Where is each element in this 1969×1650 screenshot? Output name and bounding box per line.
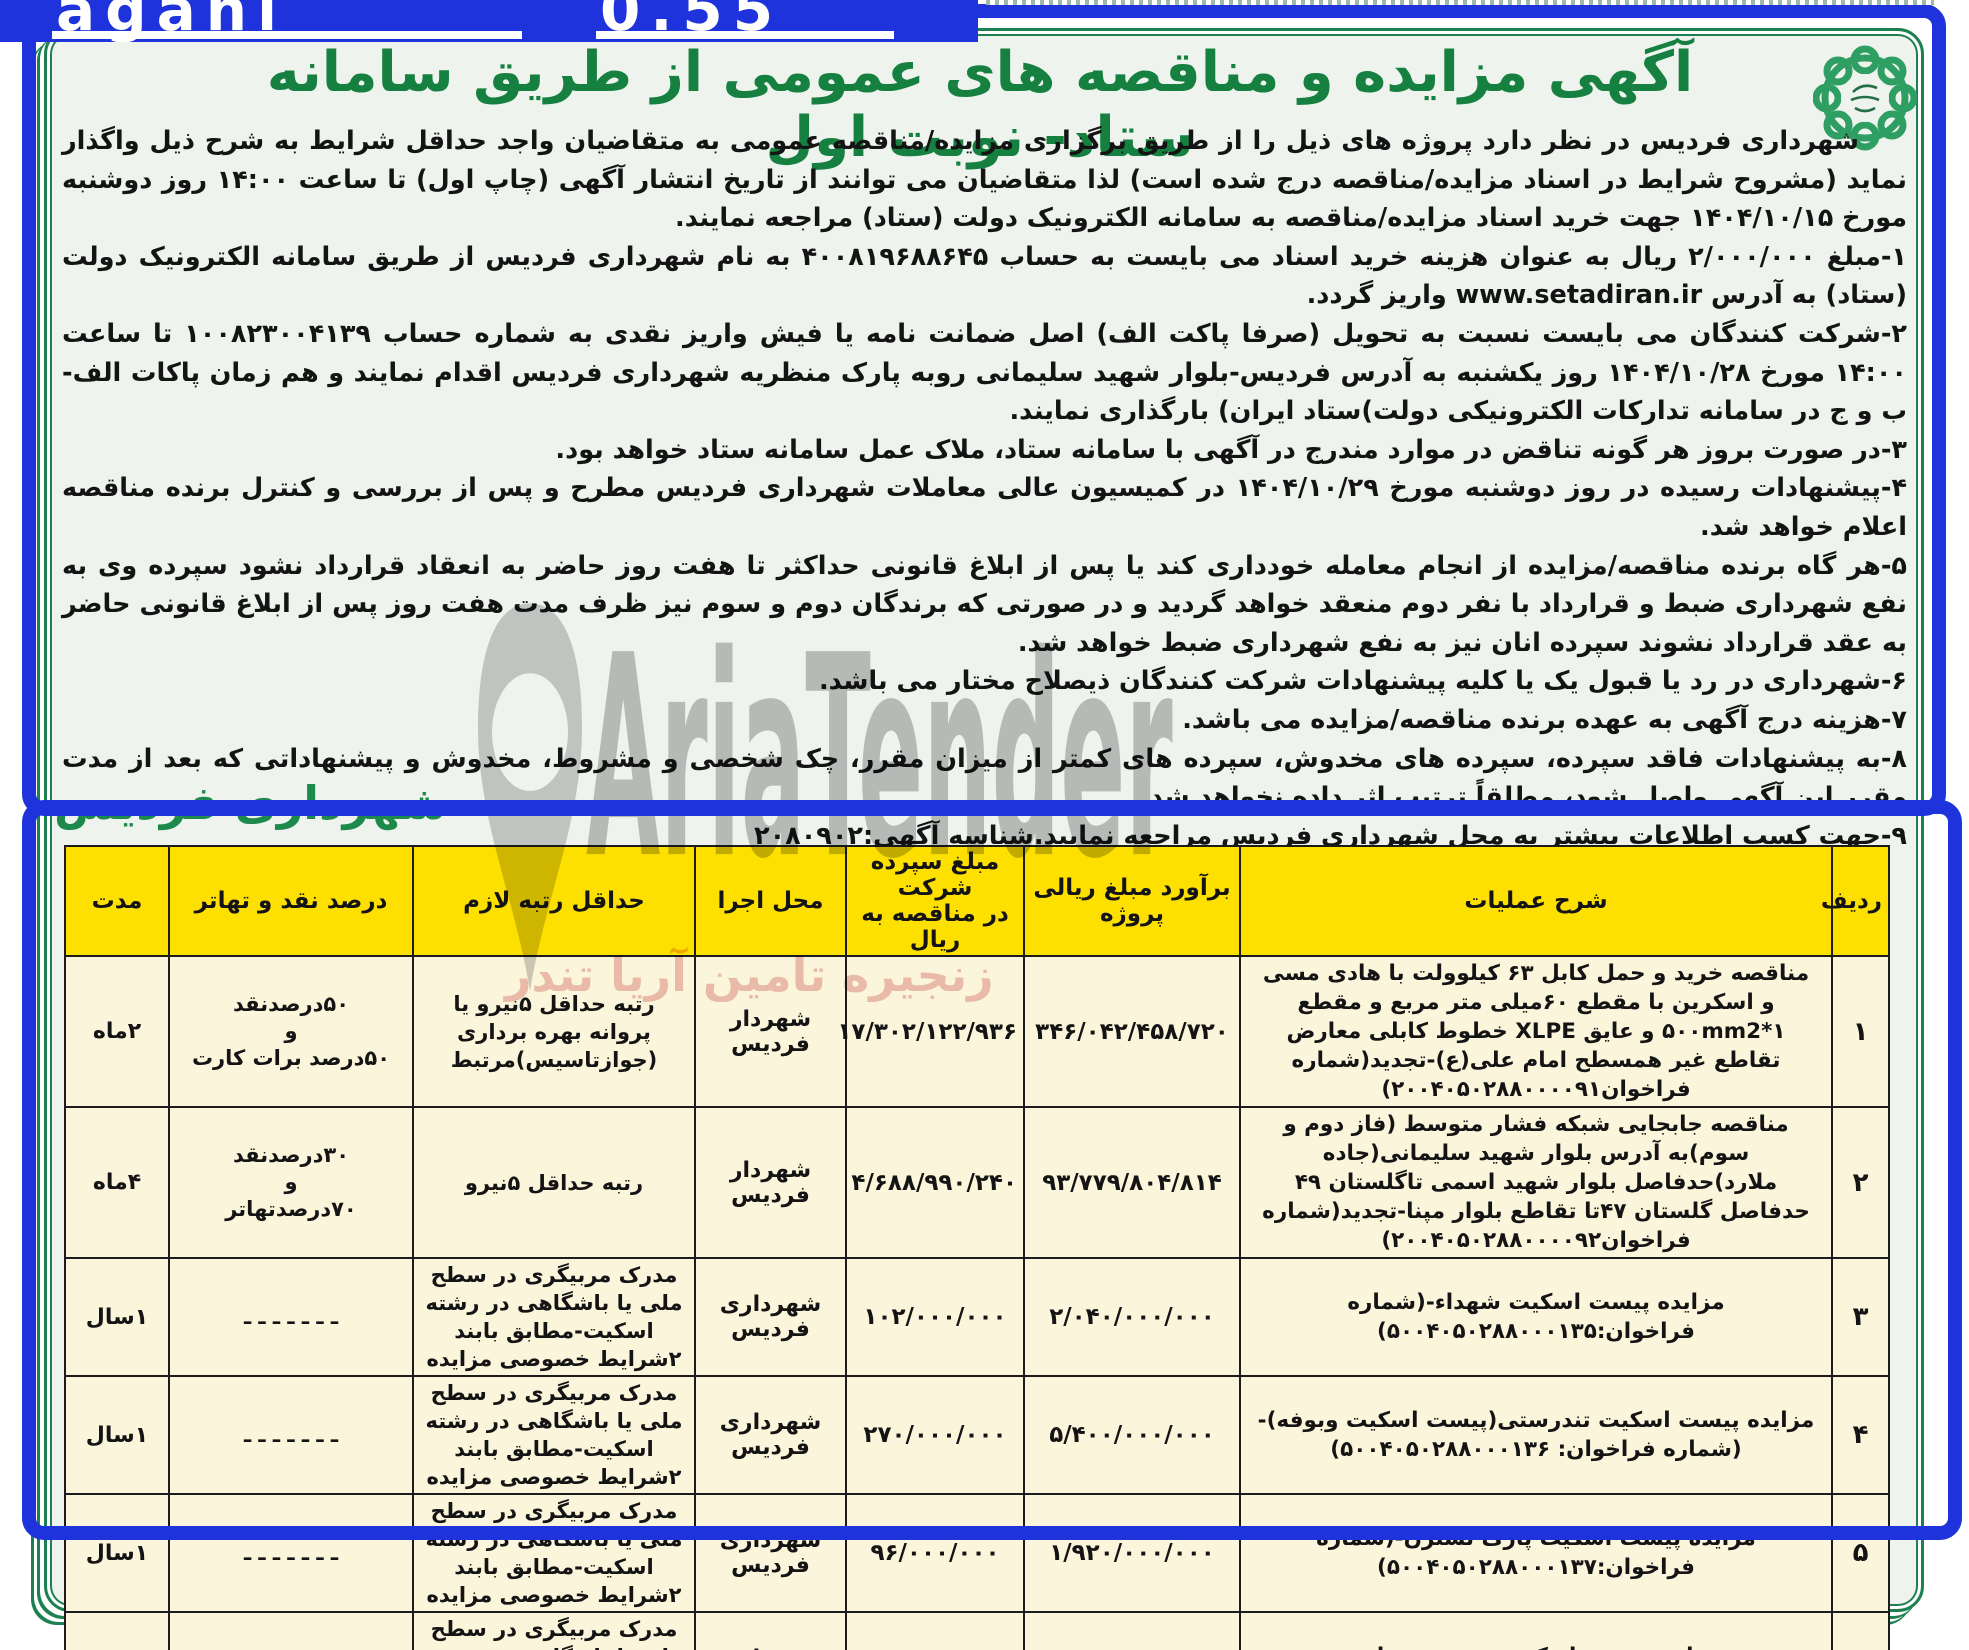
cell-location: شهرداری فردیس: [694, 1375, 847, 1495]
cell-rank: مدرک مربیگری در سطح ملی یا باشگاهی در رش…: [412, 1375, 696, 1495]
cell-row-number: ۳: [1831, 1257, 1890, 1377]
cell-percent: ـ ـ ـ ـ ـ ـ ـ: [168, 1257, 414, 1377]
cell-location: شهردار فردیس: [694, 1106, 847, 1259]
cell-percent: ـ ـ ـ ـ ـ ـ ـ ـ: [168, 1611, 414, 1650]
cell-description: مزایده پیست اسکیت بهشت-شماره فراخوان۵۰۰۲…: [1239, 1611, 1833, 1650]
condition-item-6: ۶-شهرداری در رد یا قبول یک یا کلیه پیشنه…: [818, 666, 1907, 697]
table-row: ۱ مناقصه خرید و حمل کابل ۶۳ کیلوولت با ه…: [64, 955, 1890, 1108]
cell-estimate: ۹۳/۷۷۹/۸۰۴/۸۱۴: [1023, 1106, 1241, 1259]
page-title: آگهی مزایده و مناقصه های عمومی از طریق س…: [266, 40, 1694, 170]
condition-item-3: ۳-در صورت بروز هر گونه تناقض در موارد من…: [555, 434, 1907, 465]
cell-description: مزایده پیست اسکیت شهداء-(شماره فراخوان:۵…: [1239, 1257, 1833, 1377]
cell-deposit: ۱۰۲/۰۰۰/۰۰۰: [845, 1257, 1025, 1377]
cell-estimate: ۲/۰۴۰/۰۰۰/۰۰۰: [1023, 1257, 1241, 1377]
cell-duration: ۲ماه: [64, 955, 170, 1108]
col-header-row-number: ردیف: [1821, 845, 1890, 957]
col-header-duration: مدت: [64, 845, 170, 957]
table-row: ۶ مزایده پیست اسکیت بهشت-شماره فراخوان۵۰…: [64, 1611, 1890, 1650]
label-underline: [596, 31, 894, 39]
cell-estimate: ۳۴۶/۰۴۲/۴۵۸/۷۲۰: [1023, 955, 1241, 1108]
table-row: ۵ مزایده پیست اسکیت پارک نسترن-(شماره فر…: [64, 1493, 1890, 1613]
table-header-row: ردیف شرح عملیات برآورد مبلغ ریالی پروژه …: [64, 845, 1890, 957]
cell-deposit: ۹۶/۰۰۰/۰۰۰: [845, 1493, 1025, 1613]
cell-row-number: ۵: [1831, 1493, 1890, 1613]
blue-highlight-box-top: [22, 4, 1946, 816]
intro-paragraph: شهرداری فردیس در نظر دارد پروژه های ذیل …: [62, 126, 1907, 234]
cell-estimate: ۵/۴۰۰/۰۰۰/۰۰۰: [1023, 1375, 1241, 1495]
cell-row-number: ۶: [1831, 1611, 1890, 1650]
tender-table: ردیف شرح عملیات برآورد مبلغ ریالی پروژه …: [64, 845, 1890, 1650]
cell-percent: ـ ـ ـ ـ ـ ـ ـ: [168, 1493, 414, 1613]
col-header-estimate: برآورد مبلغ ریالی پروژه: [1023, 845, 1241, 957]
condition-item-4: ۴-پیشنهادات رسیده در روز دوشنبه مورخ ۱۴۰…: [62, 473, 1908, 542]
cell-location: شهرداری فردیس: [694, 1611, 847, 1650]
cell-row-number: ۴: [1831, 1375, 1890, 1495]
table-row: ۴ مزایده پیست اسکیت تندرستی(پیست اسکیت و…: [64, 1375, 1890, 1495]
col-header-deposit: مبلغ سپرده شرکت در مناقصه به ریال: [845, 845, 1025, 957]
cell-description: مزایده پیست اسکیت پارک نسترن-(شماره فراخ…: [1239, 1493, 1833, 1613]
condition-item-2: ۲-شرکت کنندگان می بایست نسبت به تحویل (ص…: [62, 318, 1907, 427]
top-white-stripe: [988, 21, 1890, 27]
cell-rank: رتبه حداقل ۵نیرو: [412, 1106, 696, 1259]
cell-percent: ۳۰درصدنقد و ۷۰درصدتهاتر: [168, 1106, 414, 1259]
table-row: ۳ مزایده پیست اسکیت شهداء-(شماره فراخوان…: [64, 1257, 1890, 1377]
cell-description: مناقصه خرید و حمل کابل ۶۳ کیلوولت با هاد…: [1239, 955, 1833, 1108]
table-row: ۲ مناقصه جابجایی شبکه فشار متوسط (فاز دو…: [64, 1106, 1890, 1259]
col-header-location: محل اجرا: [694, 845, 847, 957]
cell-estimate: ۲/۱۶۰/۰۰۰/۰۰۰: [1023, 1611, 1241, 1650]
cell-duration: ۱سال: [64, 1375, 170, 1495]
cell-description: مناقصه جابجایی شبکه فشار متوسط (فاز دوم …: [1239, 1106, 1833, 1259]
cell-duration: ۱سال: [64, 1493, 170, 1613]
cell-duration: ۱سال: [64, 1611, 170, 1650]
label-underline: [52, 31, 522, 39]
cell-row-number: ۱: [1831, 955, 1890, 1108]
cell-deposit: ۲۷۰/۰۰۰/۰۰۰: [845, 1375, 1025, 1495]
cell-row-number: ۲: [1831, 1106, 1890, 1259]
cell-description: مزایده پیست اسکیت تندرستی(پیست اسکیت وبو…: [1239, 1375, 1833, 1495]
newspaper-dotted-rule: [986, 0, 1934, 5]
cell-deposit: ۱۰۸/۰۰۰/۰۰۰: [845, 1611, 1025, 1650]
condition-item-1: ۱-مبلغ ۲/۰۰۰/۰۰۰ ریال به عنوان هزینه خری…: [62, 241, 1907, 311]
cell-rank: مدرک مربیگری در سطح ملی یا باشگاهی در رش…: [412, 1611, 696, 1650]
cell-percent: ۵۰درصدنقد و ۵۰درصد برات کارت: [168, 955, 414, 1108]
cell-percent: ـ ـ ـ ـ ـ ـ ـ: [168, 1375, 414, 1495]
logo-svg: [1812, 45, 1918, 151]
ad-body-text: شهرداری فردیس در نظر دارد پروژه های ذیل …: [62, 122, 1907, 894]
municipality-logo-icon: [1812, 40, 1918, 156]
cell-location: شهرداری فردیس: [694, 1493, 847, 1613]
cell-estimate: ۱/۹۲۰/۰۰۰/۰۰۰: [1023, 1493, 1241, 1613]
condition-item-5: ۵-هر گاه برنده مناقصه/مزایده از انجام مع…: [62, 550, 1907, 658]
condition-item-7: ۷-هزینه درج آگهی به عهده برنده مناقصه/مز…: [1182, 704, 1907, 735]
cell-duration: ۱سال: [64, 1257, 170, 1377]
cell-deposit: ۱۷/۳۰۲/۱۲۲/۹۳۶: [837, 955, 1025, 1108]
cell-rank: مدرک مربیگری در سطح ملی یا باشگاهی در رش…: [412, 1257, 696, 1377]
blue-highlight-box-table: [22, 800, 1962, 1540]
col-header-description: شرح عملیات: [1239, 845, 1833, 957]
cell-location: شهرداری فردیس: [694, 1257, 847, 1377]
cell-duration: ۴ماه: [64, 1106, 170, 1259]
viewer-label-bar: agahi 0.55: [0, 0, 978, 42]
cell-deposit: ۴/۶۸۸/۹۹۰/۲۴۰: [845, 1106, 1025, 1259]
col-header-percent: درصد نقد و تهاتر: [168, 845, 414, 957]
